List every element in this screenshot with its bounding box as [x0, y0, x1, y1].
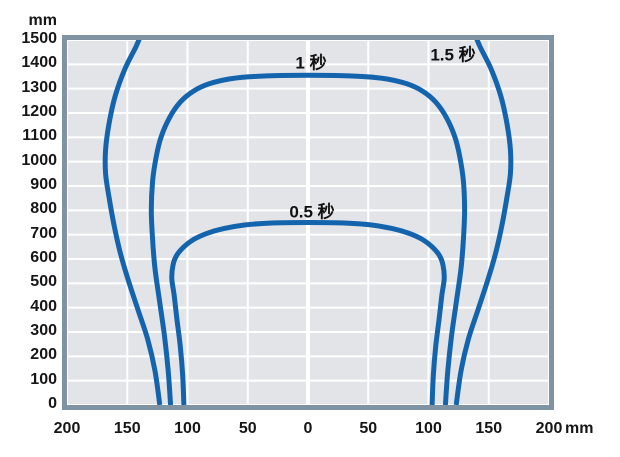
y-tick-label: 500	[30, 273, 57, 291]
curve-label-0-5s: 0.5 秒	[289, 202, 335, 222]
y-tick-label: 700	[30, 224, 57, 242]
detection-curve-2	[102, 40, 514, 405]
y-tick-label: 1200	[21, 103, 57, 120]
x-tick-label: 150	[113, 420, 141, 437]
y-tick-label: 1100	[22, 127, 57, 145]
y-tick-label: 1000	[21, 151, 57, 169]
x-tick-label: 50	[359, 420, 378, 437]
x-tick-label: 200	[53, 420, 81, 437]
y-tick-label: 1300	[21, 78, 57, 96]
x-tick-label: 0	[303, 420, 313, 437]
x-tick-label: 100	[415, 420, 442, 437]
y-tick-label: 0	[48, 395, 57, 412]
x-axis-unit-label: mm	[565, 420, 594, 437]
y-tick-label: 900	[30, 176, 57, 193]
x-axis-labels: 200 150 100 50 0 50 100 150 200	[0, 419, 620, 441]
x-tick-label: 150	[475, 420, 503, 437]
y-tick-label: 600	[30, 249, 57, 266]
y-axis-unit-label: mm	[28, 12, 57, 29]
x-tick-label: 200	[535, 420, 563, 437]
y-tick-label: 1500	[21, 30, 57, 47]
plot-area	[62, 35, 554, 410]
x-tick-label: 100	[174, 420, 201, 437]
y-tick-label: 300	[30, 322, 57, 339]
y-tick-label: 800	[30, 200, 57, 218]
y-tick-label: 100	[30, 370, 57, 388]
y-tick-label: 200	[30, 346, 57, 364]
x-tick-label: 50	[238, 420, 257, 437]
detection-curve-0	[169, 220, 447, 405]
y-tick-label: 400	[30, 297, 57, 315]
y-axis-labels: 1500 1400 1300 1200 1100 1000 900 800 700 600 500 4…	[0, 0, 57, 457]
curve-label-1s: 1 秒	[295, 53, 327, 73]
plot-svg	[67, 40, 549, 405]
curve-label-1-5s: 1.5 秒	[430, 45, 476, 65]
detection-curve-1	[148, 72, 468, 405]
y-tick-label: 1400	[21, 54, 57, 72]
